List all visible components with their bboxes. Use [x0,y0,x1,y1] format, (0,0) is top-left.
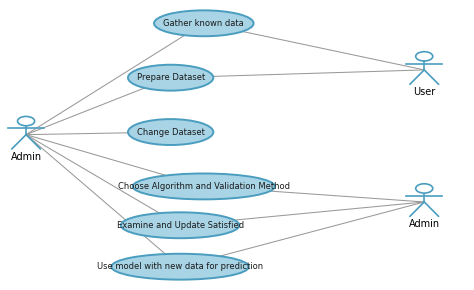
Ellipse shape [128,65,213,90]
Ellipse shape [128,119,213,145]
Text: User: User [413,87,435,97]
Text: Prepare Dataset: Prepare Dataset [137,73,205,82]
Ellipse shape [121,212,239,238]
Text: Change Dataset: Change Dataset [137,128,205,137]
Text: Examine and Update Satisfied: Examine and Update Satisfied [117,221,244,230]
Text: Gather known data: Gather known data [164,19,244,28]
Text: Admin: Admin [10,152,42,162]
Ellipse shape [154,10,254,36]
Ellipse shape [133,173,275,200]
Text: Use model with new data for prediction: Use model with new data for prediction [97,262,263,271]
Text: Choose Algorithm and Validation Method: Choose Algorithm and Validation Method [118,182,290,191]
Ellipse shape [111,254,249,280]
Text: Admin: Admin [409,219,440,229]
